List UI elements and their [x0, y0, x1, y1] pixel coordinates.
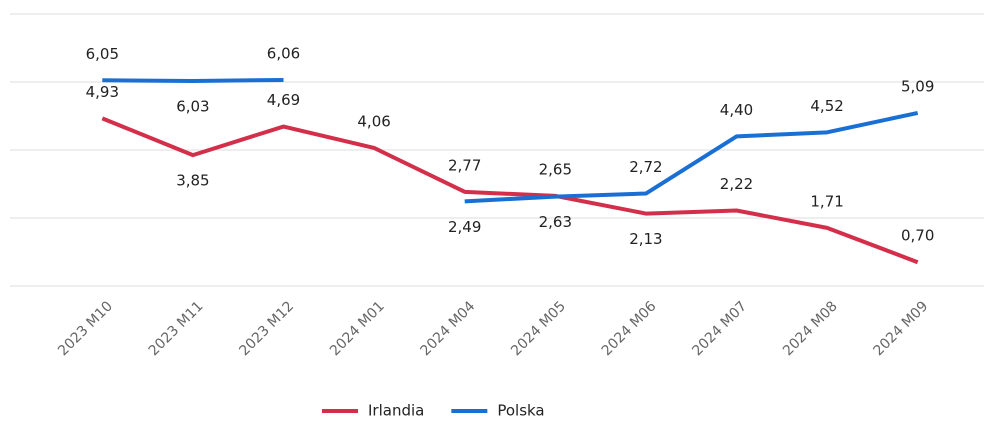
legend-item: Polska	[451, 402, 545, 420]
data-label: 5,09	[901, 77, 934, 95]
data-label: 2,22	[720, 175, 753, 193]
x-tick-label: 2024 M06	[599, 298, 660, 359]
data-label: 0,70	[901, 227, 934, 245]
x-tick-label: 2024 M04	[418, 298, 479, 359]
x-tick-label: 2024 M09	[871, 298, 932, 359]
series-line	[464, 110, 919, 204]
data-label: 2,65	[539, 160, 572, 178]
series-line	[101, 116, 919, 265]
data-label: 4,06	[357, 112, 390, 130]
x-tick-label: 2023 M12	[236, 298, 297, 359]
series-line	[102, 77, 284, 83]
data-label: 2,63	[539, 213, 572, 231]
data-label: 2,13	[629, 230, 662, 248]
data-label: 2,77	[448, 156, 481, 174]
x-tick-label: 2023 M11	[146, 298, 207, 359]
data-label: 2,49	[448, 218, 481, 236]
data-label: 6,05	[86, 45, 119, 63]
data-label: 4,69	[267, 91, 300, 109]
data-label: 1,71	[810, 192, 843, 210]
x-tick-label: 2023 M10	[55, 298, 116, 359]
data-label: 4,52	[810, 97, 843, 115]
data-label: 3,85	[176, 172, 209, 190]
data-label: 4,40	[720, 101, 753, 119]
legend-label: Polska	[497, 402, 544, 420]
x-tick-label: 2024 M08	[780, 298, 841, 359]
x-tick-label: 2024 M05	[508, 298, 569, 359]
x-tick-label: 2024 M01	[327, 298, 388, 359]
legend-item: Irlandia	[322, 402, 424, 420]
x-tick-label: 2024 M07	[689, 298, 750, 359]
data-label: 4,93	[86, 83, 119, 101]
legend-label: Irlandia	[368, 402, 424, 420]
data-label: 2,72	[629, 158, 662, 176]
data-label: 6,03	[176, 97, 209, 115]
data-label: 6,06	[267, 44, 300, 62]
